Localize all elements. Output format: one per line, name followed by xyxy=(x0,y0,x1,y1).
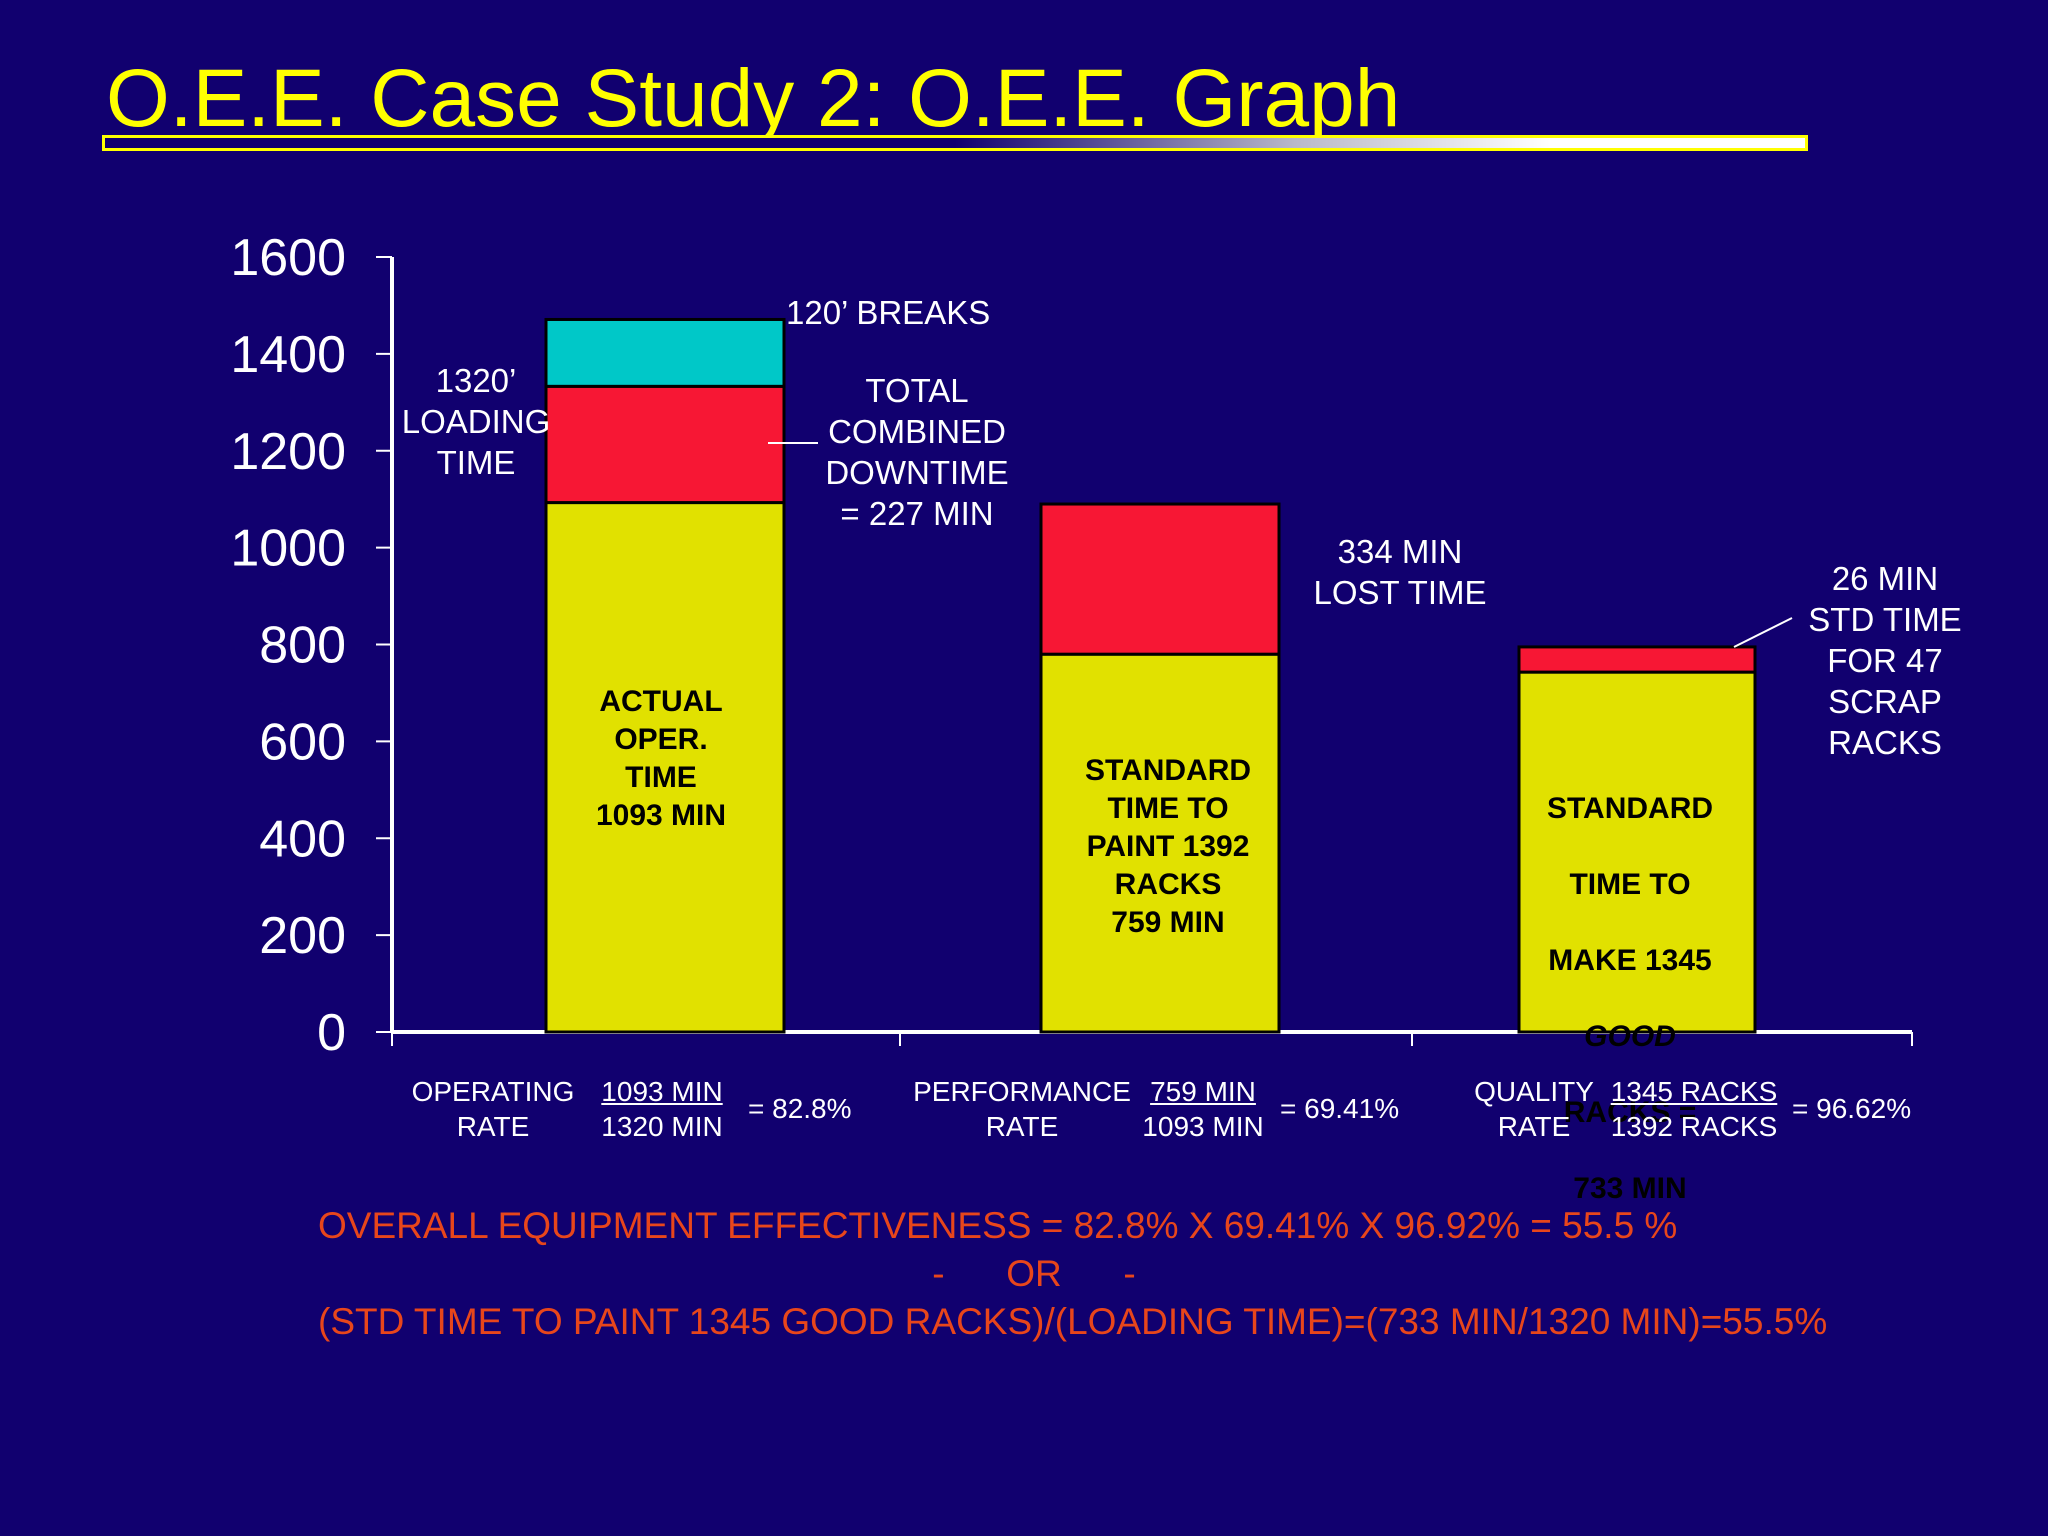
bar3-label-line: RACKS = xyxy=(1563,1096,1697,1129)
bar1-label: ACTUAL OPER. TIME 1093 MIN xyxy=(595,685,727,832)
y-tick-label: 200 xyxy=(259,907,346,965)
oee-or-separator: - OR - xyxy=(932,1253,1136,1294)
y-tick-label: 1000 xyxy=(230,520,346,578)
metric-denominator: 1392 RACKS xyxy=(1610,1111,1778,1142)
oee-alternate-formula: (STD TIME TO PAINT 1345 GOOD RACKS)/(LOA… xyxy=(318,1301,1828,1342)
operating-rate-formula: OPERATING RATE 1093 MIN 1320 MIN = 82.8% xyxy=(400,1074,880,1154)
metric-label: PERFORMANCE xyxy=(913,1076,1131,1107)
metric-label: RATE xyxy=(1497,1111,1571,1142)
metric-result: = 69.41% xyxy=(1280,1093,1400,1124)
metric-label: RATE xyxy=(456,1111,530,1142)
y-tick-label: 1200 xyxy=(230,423,346,481)
scrap-leader-line xyxy=(1733,617,1793,648)
bar-1-segment-3 xyxy=(544,317,786,388)
performance-rate-formula: PERFORMANCE RATE 759 MIN 1093 MIN = 69.4… xyxy=(910,1074,1430,1154)
downtime-annotation: TOTAL COMBINED DOWNTIME = 227 MIN xyxy=(825,372,1009,532)
bar3-label-line: MAKE 1345 xyxy=(1548,944,1712,977)
breaks-annotation: 120’ BREAKS xyxy=(786,294,991,331)
bar3-label: STANDARD TIME TO MAKE 1345 GOOD RACKS = … xyxy=(1508,752,1752,1208)
bar3-label-line: STANDARD xyxy=(1546,792,1714,825)
bar3-label-line: 733 MIN xyxy=(1573,1172,1687,1205)
y-tick-label: 600 xyxy=(259,713,346,771)
bar2-label: STANDARD TIME TO PAINT 1392 RACKS 759 MI… xyxy=(1084,754,1252,939)
bar-2-segment-1 xyxy=(1039,652,1281,1034)
metric-label: QUALITY xyxy=(1474,1076,1594,1107)
metric-numerator: 759 MIN xyxy=(1150,1076,1256,1107)
quality-rate-formula: QUALITY RATE 1345 RACKS 1392 RACKS = 96.… xyxy=(1466,1074,1926,1154)
lost-time-annotation: 334 MIN LOST TIME xyxy=(1313,533,1487,611)
metric-numerator: 1093 MIN xyxy=(601,1076,723,1107)
metric-numerator: 1345 RACKS xyxy=(1610,1076,1778,1107)
y-tick-label: 800 xyxy=(259,617,346,675)
slide-title: O.E.E. Case Study 2: O.E.E. Graph xyxy=(106,53,1401,144)
metric-denominator: 1093 MIN xyxy=(1142,1111,1264,1142)
bar3-label-line: TIME TO xyxy=(1569,868,1691,901)
bar-1-segment-1 xyxy=(544,501,786,1034)
metric-result: = 82.8% xyxy=(748,1093,852,1124)
loading-time-annotation: 1320’ LOADING TIME xyxy=(401,362,551,481)
y-tick-label: 1400 xyxy=(230,326,346,384)
y-tick-label: 400 xyxy=(259,810,346,868)
metric-label: RATE xyxy=(985,1111,1059,1142)
y-tick-label: 1600 xyxy=(230,229,346,287)
bar-3-segment-2 xyxy=(1517,645,1757,674)
bar-3-segment-1 xyxy=(1517,670,1757,1034)
title-underline-bar xyxy=(102,135,1808,151)
bar3-label-good: GOOD xyxy=(1584,1020,1676,1053)
bar-1-segment-2 xyxy=(544,384,786,505)
metric-result: = 96.62% xyxy=(1792,1093,1912,1124)
metric-denominator: 1320 MIN xyxy=(601,1111,723,1142)
scrap-annotation: 26 MIN STD TIME FOR 47 SCRAP RACKS xyxy=(1808,560,1962,761)
bar-2-segment-2 xyxy=(1039,502,1281,656)
oee-formula-line: OVERALL EQUIPMENT EFFECTIVENESS = 82.8% … xyxy=(318,1205,1678,1246)
y-tick-label: 0 xyxy=(317,1004,346,1062)
metric-label: OPERATING xyxy=(411,1076,575,1107)
